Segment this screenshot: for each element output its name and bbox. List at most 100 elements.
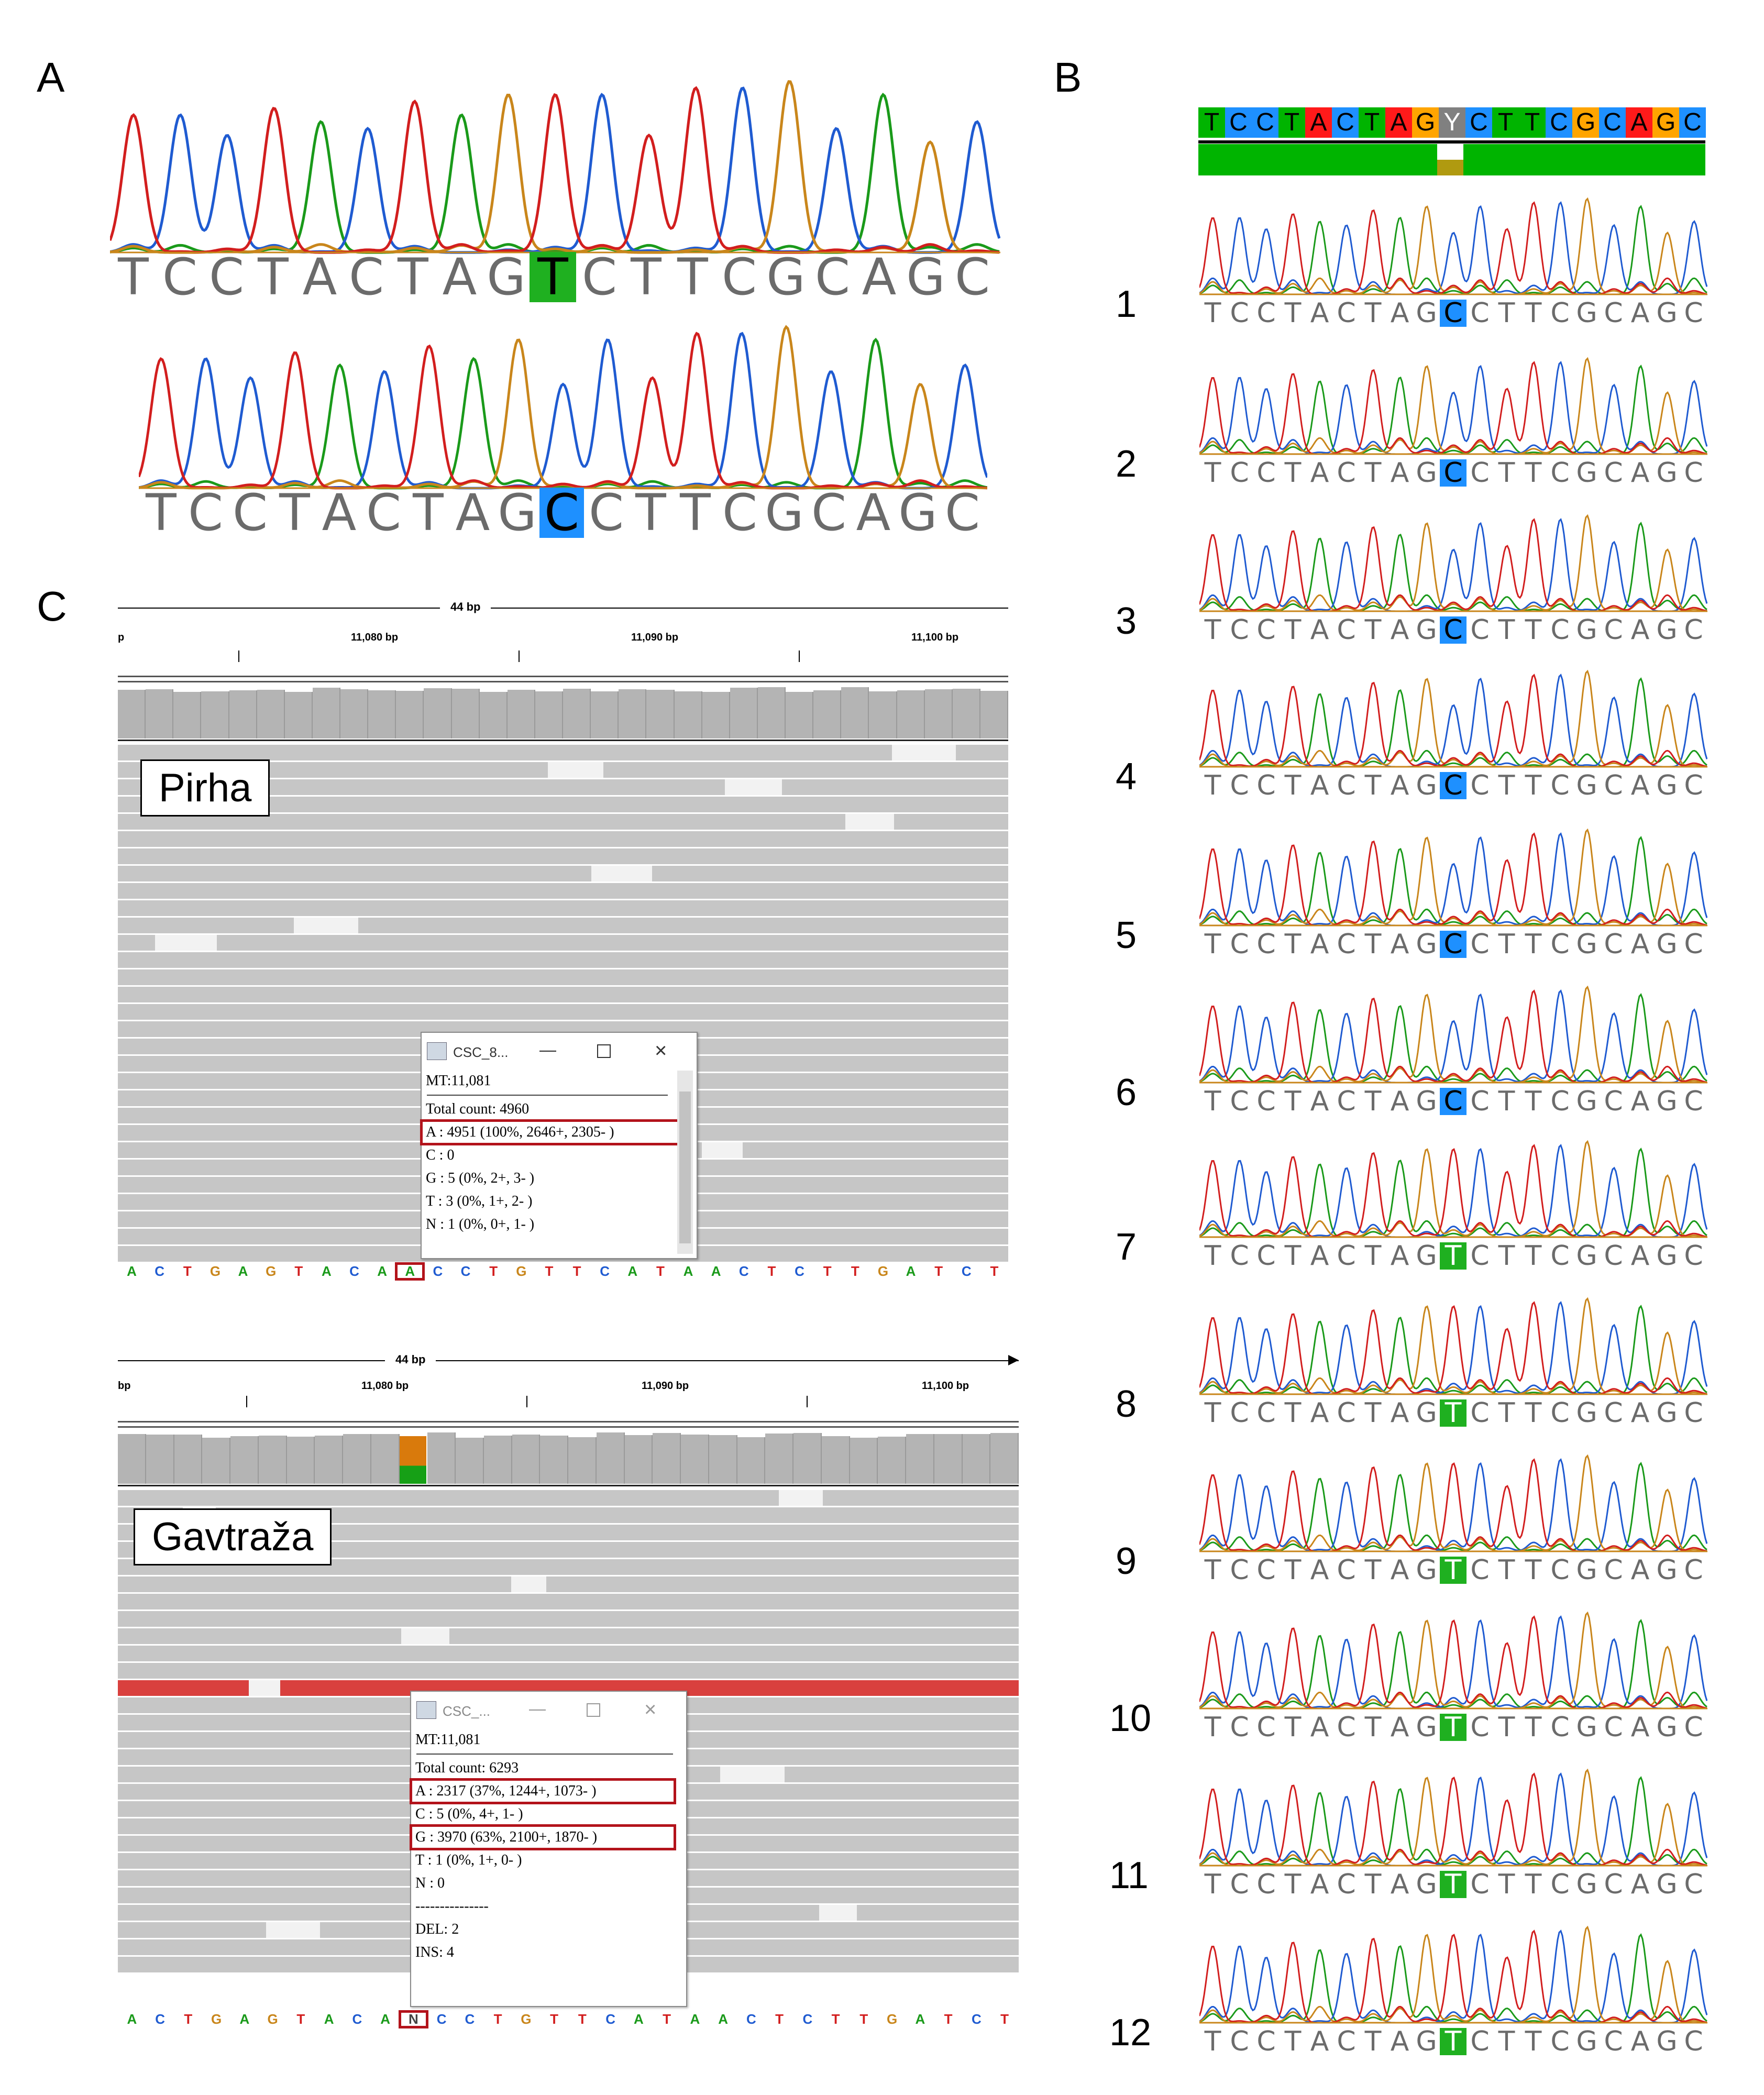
trace-A: [1199, 677, 1707, 768]
base-letter: C: [1550, 1086, 1570, 1117]
base-letter: C: [1550, 929, 1570, 960]
close-icon[interactable]: ×: [644, 1698, 657, 1721]
base-letter: G: [1416, 457, 1437, 489]
popup-scrollbar[interactable]: [677, 1071, 693, 1254]
sample-number: 11: [1109, 1855, 1149, 1896]
base-letter: G: [1656, 1397, 1678, 1429]
read-row: [118, 831, 1008, 847]
trace-T: [1199, 201, 1707, 295]
base-letter: G: [898, 483, 938, 542]
base-letter: T: [1284, 1240, 1302, 1272]
base-letter: C: [1230, 1554, 1249, 1586]
base-letter: A: [1630, 929, 1650, 960]
tick-label: bp: [118, 1380, 131, 1392]
base-letter: C: [1470, 1086, 1490, 1117]
reference-base: A: [127, 2011, 137, 2027]
base-letter: T: [635, 483, 666, 542]
base-letter: G: [1576, 297, 1597, 329]
base-letter: C: [1337, 1712, 1356, 1743]
panel-label-a: A: [37, 54, 65, 101]
base-letter: C: [1337, 297, 1356, 329]
popup-line: G : 5 (0%, 2+, 3- ): [426, 1170, 535, 1186]
coverage-column: [424, 688, 452, 738]
coverage-column: [343, 1434, 371, 1484]
consensus-base: C: [1465, 107, 1492, 138]
maximize-icon[interactable]: [597, 1044, 611, 1058]
base-letter: T: [413, 483, 444, 542]
consensus-base: G: [1572, 107, 1599, 138]
popup-line-highlight: G : 3970 (63%, 2100+, 1870- ): [410, 1824, 676, 1850]
base-letter: C: [1440, 459, 1467, 487]
base-letter: C: [1440, 1088, 1467, 1115]
base-letter: A: [1310, 1554, 1329, 1586]
base-letter: G: [1576, 457, 1597, 489]
base-letter: T: [1525, 1712, 1542, 1743]
base-letter: C: [1230, 770, 1249, 801]
read-gap: [819, 1905, 857, 1921]
reference-base: T: [775, 2011, 784, 2027]
coverage-column: [201, 691, 229, 738]
base-letter: T: [1204, 2026, 1221, 2057]
panel-label-b: B: [1054, 54, 1082, 101]
base-letter: A: [1310, 2026, 1329, 2057]
base-letter: T: [1364, 1397, 1382, 1429]
base-letter: C: [1337, 1869, 1356, 1900]
popup-line: DEL: 2: [415, 1921, 459, 1937]
base-letter: C: [1684, 1869, 1703, 1900]
base-letter: C: [1604, 457, 1623, 489]
base-letter: T: [1284, 1086, 1302, 1117]
base-letter: G: [1576, 1397, 1597, 1429]
base-letter: T: [1364, 1086, 1382, 1117]
trace-A: [1199, 1462, 1707, 1552]
base-letter: G: [1576, 1086, 1597, 1117]
trace-C: [110, 86, 1000, 254]
base-letter: C: [814, 248, 851, 306]
maximize-icon[interactable]: [587, 1703, 600, 1717]
base-letter: T: [1440, 1242, 1467, 1270]
read-row: [118, 848, 1008, 864]
read-row: [118, 1611, 1019, 1627]
coverage-column: [952, 689, 980, 738]
trace-C: [1199, 201, 1707, 295]
reference-base: A: [633, 2011, 644, 2027]
read-gap: [249, 1680, 280, 1696]
base-letter: G: [498, 483, 537, 542]
base-letter: C: [1470, 770, 1490, 801]
reference-base: T: [1000, 2011, 1009, 2027]
coverage-column: [456, 1438, 484, 1484]
coverage-column: [257, 690, 285, 738]
close-icon[interactable]: ×: [655, 1039, 667, 1062]
coverage-column: [591, 691, 619, 738]
base-letter: T: [1525, 1086, 1542, 1117]
chromatogram-sample: [1199, 1925, 1707, 2024]
base-letter: A: [1390, 770, 1409, 801]
trace-G: [1199, 828, 1707, 927]
minimize-icon[interactable]: —: [529, 1699, 546, 1718]
trace-T: [1199, 1458, 1707, 1552]
reference-base: A: [324, 2011, 334, 2027]
trace-G: [1199, 985, 1707, 1084]
base-letter: C: [232, 483, 268, 542]
base-letter: C: [1550, 1240, 1570, 1272]
coverage-column: [483, 1436, 512, 1484]
coverage-column: [202, 1438, 230, 1484]
reference-base: T: [823, 1263, 832, 1279]
minimize-icon[interactable]: —: [539, 1040, 556, 1059]
reference-base: G: [521, 2011, 532, 2027]
read-row: [118, 1646, 1019, 1661]
trace-T: [1199, 1301, 1707, 1395]
base-letter: T: [1498, 770, 1515, 801]
base-letter: A: [1390, 614, 1409, 646]
base-letter: C: [1604, 297, 1623, 329]
base-letter: C: [1230, 1869, 1249, 1900]
base-letter: T: [1284, 297, 1302, 329]
base-letter: C: [1604, 929, 1623, 960]
base-letter: C: [1470, 1554, 1490, 1586]
coverage-column: [146, 689, 174, 738]
reference-base: T: [294, 1263, 303, 1279]
trace-A: [139, 337, 987, 490]
base-letter: C: [588, 483, 624, 542]
coverage-column: [924, 689, 953, 738]
trace-C: [1199, 989, 1707, 1084]
